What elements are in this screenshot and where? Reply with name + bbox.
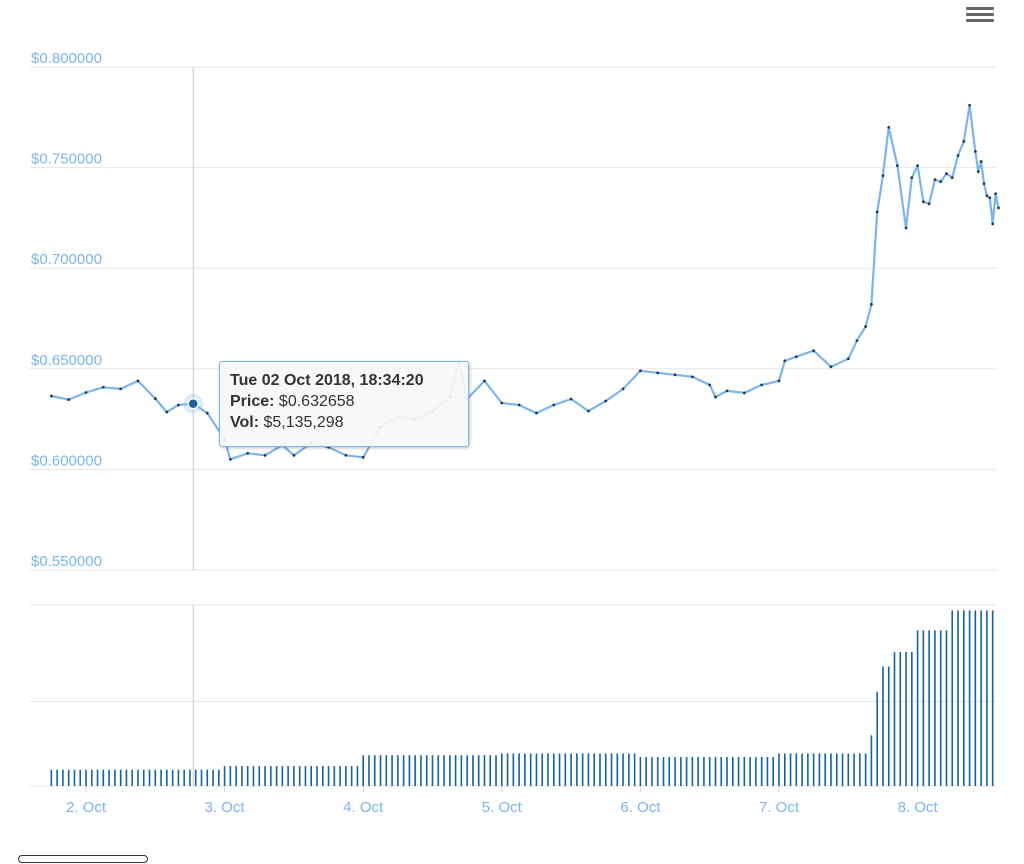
price-point bbox=[760, 383, 764, 387]
x-tick-label: 7. Oct bbox=[759, 799, 800, 816]
x-tick-label: 2. Oct bbox=[66, 799, 107, 816]
price-point bbox=[708, 383, 712, 387]
price-point bbox=[904, 226, 908, 230]
price-point bbox=[887, 125, 891, 129]
price-point bbox=[205, 411, 209, 415]
price-point bbox=[985, 194, 989, 198]
x-tick-label: 5. Oct bbox=[482, 799, 523, 816]
price-point bbox=[875, 210, 879, 214]
price-point bbox=[483, 379, 486, 383]
tooltip-price-row: Price: $0.632658 bbox=[230, 391, 458, 412]
tooltip-vol-value: $5,135,298 bbox=[263, 414, 344, 431]
price-point bbox=[49, 394, 53, 398]
price-point bbox=[979, 160, 983, 163]
price-point bbox=[673, 373, 677, 377]
price-point bbox=[950, 176, 954, 180]
x-tick-label: 8. Oct bbox=[898, 799, 939, 816]
price-line bbox=[51, 104, 1000, 461]
navigator-handle[interactable] bbox=[18, 855, 148, 863]
price-point bbox=[916, 164, 919, 167]
price-point bbox=[982, 182, 986, 186]
price-point bbox=[812, 349, 816, 353]
price-point bbox=[991, 222, 995, 226]
price-point bbox=[535, 411, 538, 415]
price-point bbox=[783, 359, 787, 363]
price-point bbox=[263, 453, 267, 457]
chart-tooltip: Tue 02 Oct 2018, 18:34:20 Price: $0.6326… bbox=[219, 361, 469, 447]
price-point bbox=[997, 206, 1000, 210]
price-point bbox=[621, 387, 625, 391]
price-point bbox=[690, 375, 694, 379]
price-tick-label: $0.650000 bbox=[31, 352, 102, 369]
price-point bbox=[344, 453, 348, 457]
x-tick-label: 6. Oct bbox=[620, 799, 661, 816]
price-point bbox=[933, 178, 937, 182]
tooltip-price-label: Price: bbox=[230, 393, 275, 410]
price-point bbox=[656, 371, 660, 375]
price-point bbox=[246, 451, 250, 455]
price-tick-label: $0.800000 bbox=[31, 50, 102, 67]
menu-bar-2 bbox=[966, 13, 994, 16]
price-point bbox=[552, 403, 556, 407]
tooltip-vol-label: Vol: bbox=[230, 414, 260, 431]
price-point bbox=[855, 339, 859, 343]
price-point bbox=[101, 385, 105, 389]
price-point bbox=[84, 391, 88, 394]
price-point bbox=[165, 410, 169, 414]
price-point bbox=[973, 150, 977, 153]
price-point bbox=[177, 403, 180, 407]
price-point bbox=[846, 357, 850, 361]
price-point bbox=[587, 409, 590, 413]
price-point bbox=[976, 170, 980, 174]
price-tick-label: $0.700000 bbox=[31, 251, 102, 268]
price-point bbox=[639, 369, 642, 373]
price-point bbox=[777, 379, 781, 383]
price-point bbox=[517, 403, 521, 407]
tooltip-price-value: $0.632658 bbox=[278, 393, 355, 410]
price-point bbox=[962, 140, 966, 143]
price-point bbox=[910, 176, 914, 180]
price-point bbox=[67, 398, 71, 401]
price-tick-label: $0.750000 bbox=[31, 151, 102, 168]
price-point bbox=[864, 325, 868, 328]
price-tick-label: $0.550000 bbox=[31, 553, 102, 570]
price-point bbox=[895, 164, 899, 167]
menu-bar-3 bbox=[966, 19, 994, 22]
price-point bbox=[119, 387, 123, 391]
price-point bbox=[604, 399, 608, 403]
price-point bbox=[725, 389, 729, 393]
price-point bbox=[921, 200, 925, 204]
price-point bbox=[569, 397, 573, 401]
x-tick-label: 4. Oct bbox=[343, 799, 384, 816]
price-point bbox=[829, 365, 833, 369]
price-point bbox=[994, 192, 997, 196]
price-point bbox=[945, 172, 948, 176]
menu-bar-1 bbox=[966, 7, 994, 10]
price-point bbox=[988, 196, 992, 200]
price-point bbox=[136, 379, 140, 383]
price-point bbox=[361, 455, 365, 459]
price-point bbox=[927, 202, 931, 206]
x-tick-label: 3. Oct bbox=[205, 799, 246, 816]
price-point bbox=[939, 180, 943, 184]
price-point bbox=[881, 174, 885, 178]
tooltip-date: Tue 02 Oct 2018, 18:34:20 bbox=[230, 372, 424, 389]
price-point bbox=[742, 391, 746, 395]
price-point bbox=[500, 401, 504, 405]
tooltip-vol-row: Vol: $5,135,298 bbox=[230, 412, 458, 433]
price-point bbox=[714, 395, 717, 399]
hamburger-menu-icon[interactable] bbox=[966, 4, 994, 26]
price-tick-label: $0.600000 bbox=[31, 452, 102, 469]
hover-point bbox=[187, 397, 199, 410]
price-point bbox=[228, 457, 232, 461]
price-point bbox=[794, 355, 798, 359]
price-point bbox=[292, 453, 296, 457]
price-point bbox=[870, 303, 873, 306]
price-point bbox=[968, 103, 971, 107]
price-point bbox=[956, 154, 960, 157]
price-point bbox=[153, 397, 157, 400]
